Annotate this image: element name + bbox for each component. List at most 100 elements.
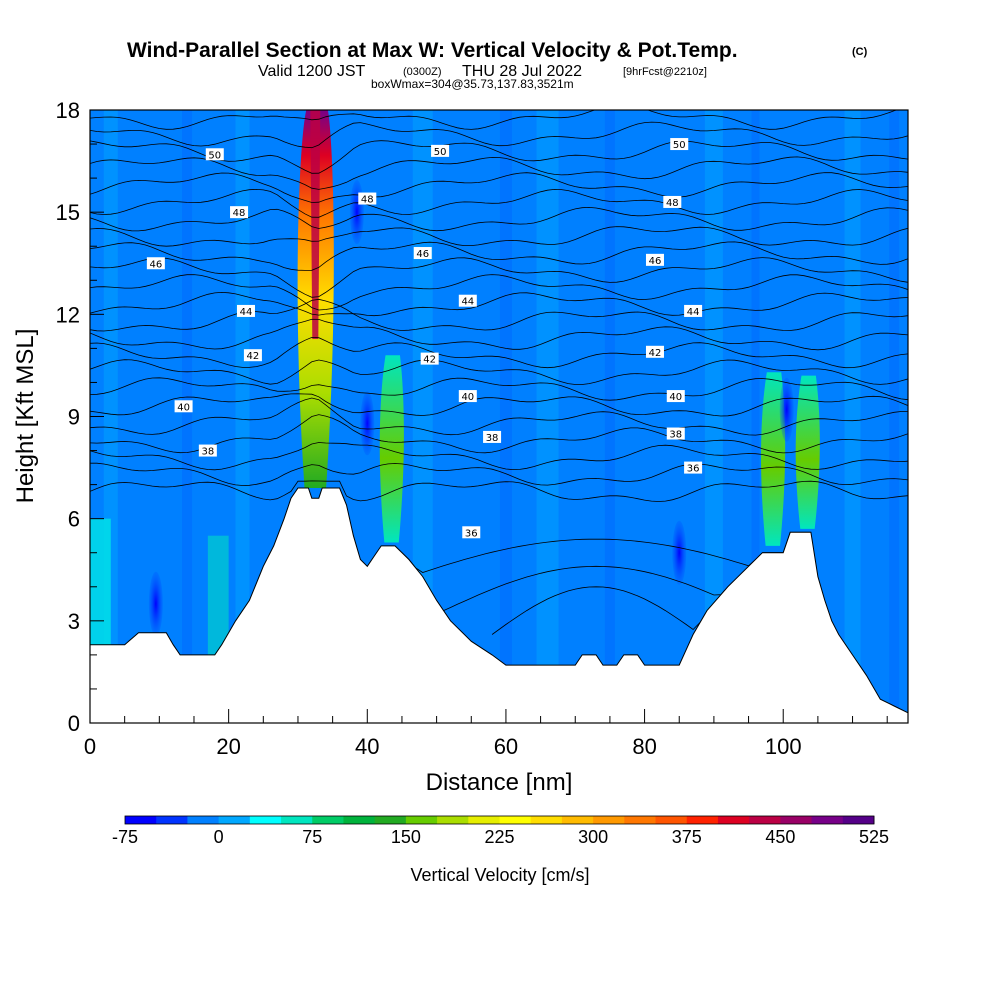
y-tick-label: 9 (68, 405, 80, 430)
terrain (90, 487, 908, 723)
background-streak (536, 110, 559, 723)
low-level-updraft (90, 518, 111, 645)
contour-label-box (462, 526, 481, 539)
theta-contour-label: 46 (146, 257, 165, 270)
colorbar-swatch (218, 816, 251, 824)
downdraft-core (672, 520, 687, 585)
colorbar-tick-label: -75 (112, 827, 138, 847)
contour-label-text: 42 (423, 355, 436, 366)
contour-label-box (458, 390, 477, 403)
contour-label-text: 38 (201, 447, 214, 458)
downdraft-core (360, 391, 375, 456)
contour-label-box (684, 304, 703, 317)
contour-label-box (666, 390, 685, 403)
contour-label-text: 46 (416, 249, 429, 260)
contour-label-box (236, 304, 255, 317)
contour-label-text: 44 (240, 307, 253, 318)
colorbar-swatch (655, 816, 688, 824)
theta-contour-line (90, 359, 908, 385)
theta-contour-label: 42 (645, 345, 664, 359)
colorbar-swatch (842, 816, 875, 824)
theta-contour-line (90, 393, 908, 417)
x-tick-label: 100 (765, 734, 802, 759)
theta-contour-label: 36 (462, 526, 481, 539)
theta-contour-label: 38 (666, 427, 685, 441)
contour-label-box (666, 427, 685, 440)
colorbar-tick-label: 300 (578, 827, 608, 847)
theta-contour-label: 48 (663, 195, 682, 209)
contour-label-text: 42 (247, 351, 260, 362)
theta-contour-line (90, 274, 908, 311)
contour-label-text: 48 (666, 198, 679, 209)
y-tick-label: 15 (56, 200, 80, 225)
colorbar-tick-label: 75 (302, 827, 322, 847)
colorbar-swatch (187, 816, 220, 824)
colorbar-swatch (374, 816, 407, 824)
x-tick-label: 80 (632, 734, 656, 759)
colorbar-swatch (249, 816, 282, 824)
colorbar-swatch (686, 816, 719, 824)
y-tick-label: 6 (68, 507, 80, 532)
colorbar-swatch (780, 816, 813, 824)
contour-label-text: 44 (687, 307, 700, 318)
valid-time-utc: (0300Z) (403, 66, 442, 78)
colorbar-label: Vertical Velocity [cm/s] (410, 865, 589, 885)
contour-label-box (645, 253, 664, 266)
box-info: boxWmax=304@35.73,137.83,3521m (371, 77, 574, 91)
theta-contour-line (90, 442, 908, 471)
colorbar-swatch (624, 816, 657, 824)
contour-label-text: 38 (486, 433, 499, 444)
low-level-updraft (207, 535, 229, 655)
colorbar-tick-label: 375 (672, 827, 702, 847)
colorbar-swatch (437, 816, 469, 824)
contour-labels: 50 50 50 48 48 48 46 46 46 44 44 44 42 42 42 40 40 40 38 38… (146, 138, 703, 539)
theta-contour-label: 44 (458, 294, 477, 308)
y-tick-label: 3 (68, 609, 80, 634)
contour-label-text: 48 (361, 195, 374, 206)
contour-label-text: 50 (208, 150, 221, 161)
colorbar-swatch (343, 816, 376, 824)
contour-label-text: 40 (669, 392, 682, 403)
theta-contour-label: 50 (205, 148, 224, 161)
theta-contour-line (90, 226, 908, 247)
downdraft-core (349, 180, 364, 245)
chart-title: Wind-Parallel Section at Max W: Vertical… (127, 39, 738, 62)
x-tick-label: 60 (494, 734, 518, 759)
colorbar-tick-label: 150 (391, 827, 421, 847)
theta-contour-label: 48 (230, 206, 249, 219)
theta-contour-line (90, 121, 908, 149)
theta-contour-line (90, 414, 908, 454)
contour-label-box (198, 444, 217, 457)
theta-contour-line (90, 188, 908, 218)
theta-contour-label: 50 (431, 144, 450, 158)
background-streak (704, 110, 723, 723)
theta-contour-label: 42 (420, 352, 439, 366)
contour-label-text: 44 (461, 297, 474, 308)
colorbar-tick-label: 0 (214, 827, 224, 847)
title-tag: (C) (852, 46, 868, 58)
theta-contour-label: 44 (684, 304, 703, 318)
updraft-core (379, 355, 404, 543)
theta-contour-line (90, 291, 908, 317)
theta-contour-line (90, 140, 908, 174)
y-tick-label: 12 (56, 302, 80, 327)
theta-contour-label: 40 (174, 400, 193, 413)
theta-contour-label: 44 (236, 304, 255, 318)
contour-label-text: 40 (177, 402, 190, 413)
theta-contour-line (90, 336, 908, 369)
colorbar-swatch (468, 816, 500, 824)
theta-contour-label: 38 (483, 430, 502, 444)
valid-date: THU 28 Jul 2022 (462, 63, 582, 80)
colorbar-swatch (561, 816, 594, 824)
contour-label-box (431, 144, 450, 157)
colorbar-tick-label: 450 (765, 827, 795, 847)
contour-label-box (358, 192, 377, 205)
contour-label-box (420, 352, 439, 365)
theta-contour-line (90, 206, 908, 232)
theta-contour-label: 40 (666, 390, 685, 403)
contour-label-box (146, 257, 165, 270)
y-tick-label: 0 (68, 711, 80, 736)
theta-contour-label: 42 (243, 349, 262, 362)
